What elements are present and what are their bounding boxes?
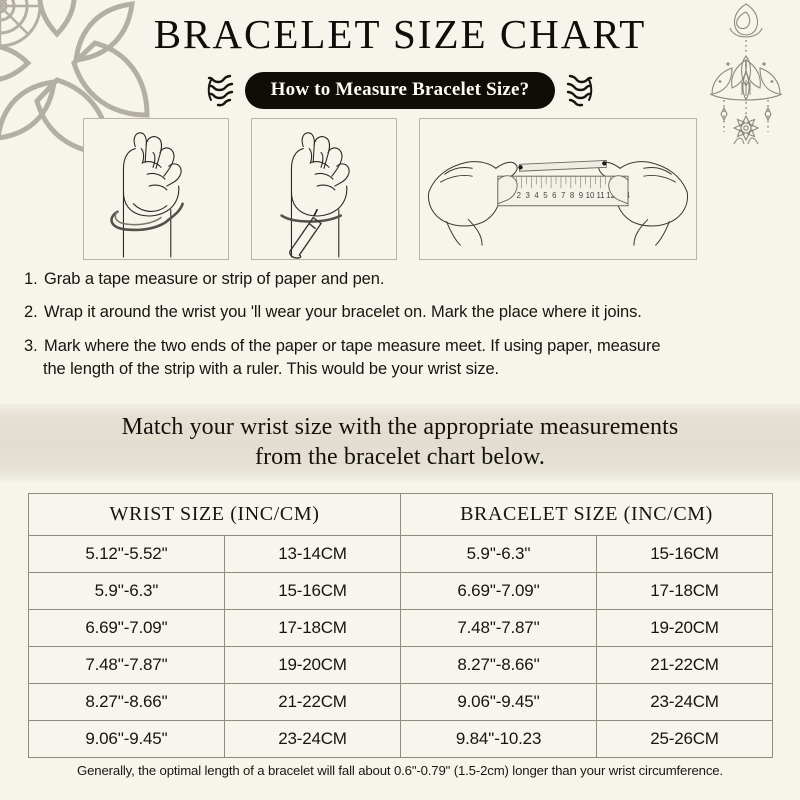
svg-text:11: 11 bbox=[596, 191, 604, 200]
cell-bracelet-inch: 9.84''-10.23 bbox=[400, 720, 598, 758]
illustration-hand-with-tape-wrap bbox=[83, 118, 229, 260]
step-1-text: Grab a tape measure or strip of paper an… bbox=[44, 270, 385, 288]
cell-wrist-inch: 6.69''-7.09'' bbox=[28, 609, 225, 647]
size-chart-table-wrapper: WRIST SIZE (INC/CM) BRACELET SIZE (INC/C… bbox=[27, 493, 774, 758]
cell-bracelet-inch: 6.69''-7.09'' bbox=[400, 572, 598, 610]
banner-line-2: from the bracelet chart below. bbox=[255, 444, 545, 470]
step-2-text: Wrap it around the wrist you 'll wear yo… bbox=[44, 303, 642, 322]
svg-text:5: 5 bbox=[543, 191, 548, 200]
cell-wrist-cm: 13-14CM bbox=[223, 535, 402, 573]
flourish-right-icon bbox=[567, 75, 593, 107]
cell-bracelet-cm: 19-20CM bbox=[596, 609, 774, 647]
table-header-row: WRIST SIZE (INC/CM) BRACELET SIZE (INC/C… bbox=[27, 493, 774, 536]
cell-bracelet-inch: 8.27''-8.66'' bbox=[400, 646, 598, 684]
header-wrist-size: WRIST SIZE (INC/CM) bbox=[27, 493, 402, 536]
table-row: 5.12''-5.52'' 13-14CM 5.9''-6.3'' 15-16C… bbox=[28, 535, 774, 573]
step-3-text-continued: the length of the strip with a ruler. Th… bbox=[43, 360, 500, 379]
footnote: Generally, the optimal length of a brace… bbox=[77, 763, 723, 778]
step-2: 2. Wrap it around the wrist you 'll wear… bbox=[24, 301, 780, 324]
size-chart-table: WRIST SIZE (INC/CM) BRACELET SIZE (INC/C… bbox=[27, 493, 774, 758]
banner-text: Match your wrist size with the appropria… bbox=[96, 413, 705, 473]
cell-wrist-cm: 23-24CM bbox=[223, 720, 402, 758]
svg-text:12: 12 bbox=[606, 191, 615, 200]
svg-text:6: 6 bbox=[552, 191, 557, 200]
cell-bracelet-cm: 25-26CM bbox=[596, 720, 774, 758]
flourish-left-icon bbox=[207, 75, 233, 107]
cell-wrist-cm: 15-16CM bbox=[223, 572, 402, 610]
cell-bracelet-cm: 17-18CM bbox=[596, 572, 774, 610]
cell-wrist-inch: 8.27''-8.66'' bbox=[28, 683, 225, 721]
svg-text:2: 2 bbox=[517, 191, 521, 200]
cell-wrist-inch: 7.48''-7.87'' bbox=[28, 646, 225, 684]
cell-bracelet-inch: 9.06''-9.45'' bbox=[400, 683, 598, 721]
cell-wrist-inch: 9.06''-9.45'' bbox=[28, 720, 225, 758]
table-row: 8.27''-8.66'' 21-22CM 9.06''-9.45'' 23-2… bbox=[28, 683, 774, 721]
cell-wrist-cm: 17-18CM bbox=[223, 609, 402, 647]
measure-steps: 1. Grab a tape measure or strip of paper… bbox=[24, 268, 780, 392]
page-title: BRACELET SIZE CHART bbox=[153, 11, 647, 57]
cell-bracelet-inch: 7.48''-7.87'' bbox=[400, 609, 598, 647]
svg-text:3: 3 bbox=[525, 191, 530, 200]
table-row: 9.06''-9.45'' 23-24CM 9.84''-10.23 25-26… bbox=[28, 720, 774, 758]
cell-bracelet-cm: 15-16CM bbox=[596, 535, 774, 573]
badge-row: How to Measure Bracelet Size? bbox=[0, 72, 800, 109]
cell-bracelet-cm: 23-24CM bbox=[596, 683, 774, 721]
cell-wrist-cm: 19-20CM bbox=[223, 646, 402, 684]
table-row: 7.48''-7.87'' 19-20CM 8.27''-8.66'' 21-2… bbox=[28, 646, 774, 684]
size-chart-body: 5.12''-5.52'' 13-14CM 5.9''-6.3'' 15-16C… bbox=[28, 535, 774, 758]
cell-bracelet-inch: 5.9''-6.3'' bbox=[400, 535, 598, 573]
cell-bracelet-cm: 21-22CM bbox=[596, 646, 774, 684]
step-1: 1. Grab a tape measure or strip of paper… bbox=[24, 268, 780, 291]
svg-text:4: 4 bbox=[534, 191, 539, 200]
cell-wrist-cm: 21-22CM bbox=[223, 683, 402, 721]
svg-text:10: 10 bbox=[586, 191, 595, 200]
step-3: 3. Mark where the two ends of the paper … bbox=[24, 335, 780, 382]
header-bracelet-size: BRACELET SIZE (INC/CM) bbox=[400, 493, 774, 536]
svg-text:7: 7 bbox=[561, 191, 565, 200]
step-3-text: Mark where the two ends of the paper or … bbox=[44, 336, 661, 355]
banner-line-1: Match your wrist size with the appropria… bbox=[121, 414, 679, 441]
step-2-number: 2. bbox=[24, 303, 38, 322]
measure-badge: How to Measure Bracelet Size? bbox=[244, 72, 556, 109]
svg-text:9: 9 bbox=[579, 191, 583, 200]
illustration-hand-marking-with-pen bbox=[251, 118, 397, 260]
match-size-banner: Match your wrist size with the appropria… bbox=[0, 404, 800, 482]
table-row: 5.9''-6.3'' 15-16CM 6.69''-7.09'' 17-18C… bbox=[28, 572, 774, 610]
step-3-number: 3. bbox=[24, 336, 38, 355]
cell-wrist-inch: 5.9''-6.3'' bbox=[28, 572, 225, 610]
svg-text:8: 8 bbox=[570, 191, 575, 200]
cell-wrist-inch: 5.12''-5.52'' bbox=[28, 535, 225, 573]
table-row: 6.69''-7.09'' 17-18CM 7.48''-7.87'' 19-2… bbox=[28, 609, 774, 647]
step-1-number: 1. bbox=[24, 270, 38, 288]
